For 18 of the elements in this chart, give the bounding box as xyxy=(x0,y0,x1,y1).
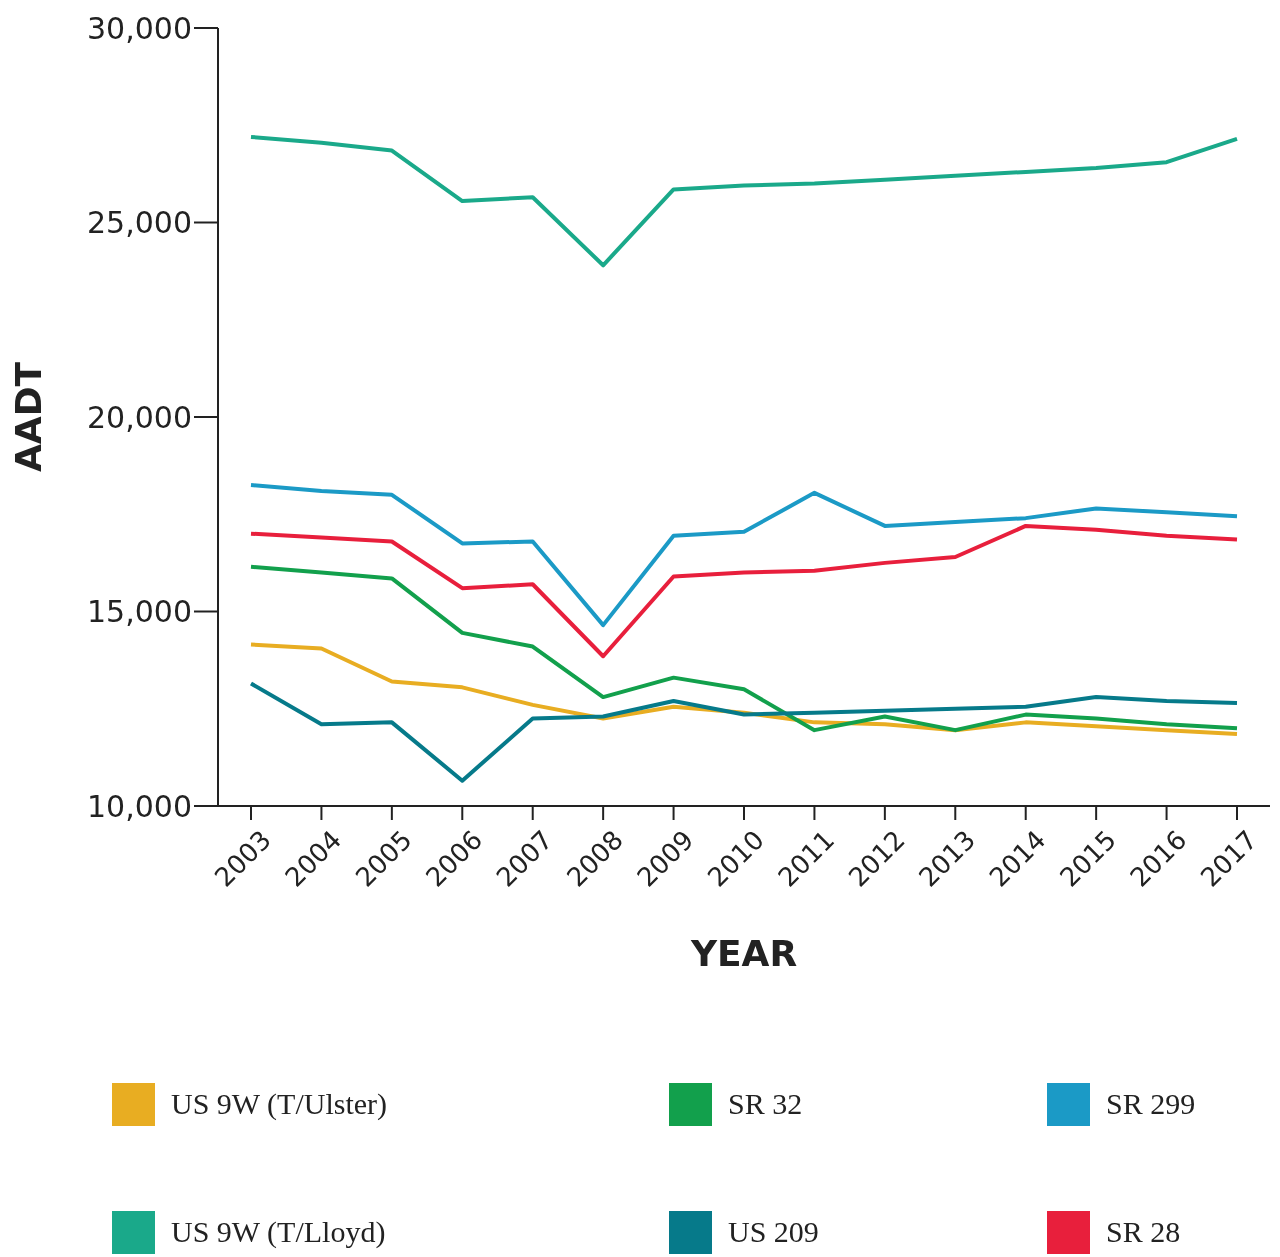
line-series xyxy=(249,564,1239,733)
line-series xyxy=(249,523,1239,659)
legend-label: US 9W (T/Ulster) xyxy=(171,1087,388,1121)
y-tick-label: 30,000 xyxy=(87,10,192,46)
y-axis-title: AADT xyxy=(7,361,49,473)
y-tick-label: 15,000 xyxy=(87,594,192,630)
x-axis-title: YEAR xyxy=(689,933,798,974)
legend-label: US 209 xyxy=(728,1215,819,1249)
legend-label: SR 28 xyxy=(1106,1215,1181,1249)
y-tick-label: 10,000 xyxy=(87,788,192,824)
y-tick-label: 20,000 xyxy=(87,399,192,435)
line-series xyxy=(249,134,1239,268)
legend-label: US 9W (T/Lloyd) xyxy=(171,1215,386,1249)
line-series xyxy=(249,483,1239,628)
legend-label: SR 299 xyxy=(1106,1087,1196,1121)
y-tick-label: 25,000 xyxy=(87,205,192,241)
line-series xyxy=(249,681,1239,783)
legend-label: SR 32 xyxy=(728,1087,803,1121)
